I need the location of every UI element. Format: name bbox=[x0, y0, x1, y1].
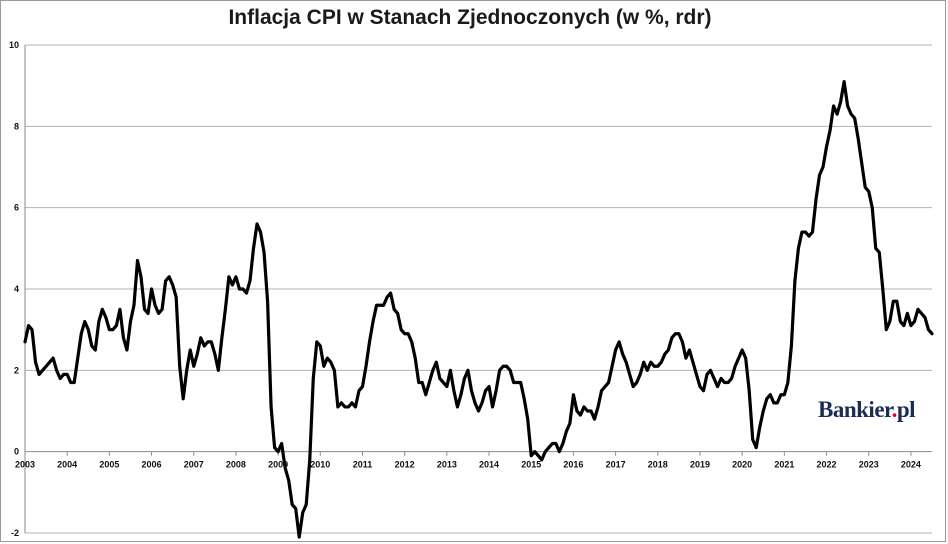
bankier-logo: Bankier.pl bbox=[818, 397, 915, 423]
x-tick-label: 2022 bbox=[817, 460, 837, 470]
y-tick-label: 0 bbox=[14, 447, 19, 457]
y-tick-label: -2 bbox=[11, 528, 19, 538]
y-tick-label: 4 bbox=[14, 284, 19, 294]
x-tick-label: 2023 bbox=[859, 460, 879, 470]
x-tick-label: 2017 bbox=[606, 460, 626, 470]
x-tick-label: 2007 bbox=[184, 460, 204, 470]
x-tick-label: 2003 bbox=[15, 460, 35, 470]
x-tick-label: 2005 bbox=[99, 460, 119, 470]
y-tick-label: 8 bbox=[14, 121, 19, 131]
x-tick-label: 2020 bbox=[732, 460, 752, 470]
x-tick-label: 2019 bbox=[690, 460, 710, 470]
x-tick-label: 2013 bbox=[437, 460, 457, 470]
x-tick-label: 2021 bbox=[774, 460, 794, 470]
x-tick-label: 2012 bbox=[395, 460, 415, 470]
x-tick-label: 2004 bbox=[57, 460, 77, 470]
logo-text-main: Bankier bbox=[818, 397, 892, 422]
y-tick-label: 2 bbox=[14, 365, 19, 375]
x-tick-label: 2016 bbox=[563, 460, 583, 470]
x-tick-label: 2018 bbox=[648, 460, 668, 470]
y-tick-label: 10 bbox=[9, 40, 19, 50]
x-tick-label: 2009 bbox=[268, 460, 288, 470]
x-tick-label: 2015 bbox=[521, 460, 541, 470]
y-tick-label: 6 bbox=[14, 203, 19, 213]
x-tick-label: 2006 bbox=[142, 460, 162, 470]
x-tick-label: 2010 bbox=[310, 460, 330, 470]
logo-text-suffix: pl bbox=[897, 397, 915, 422]
x-tick-label: 2014 bbox=[479, 460, 499, 470]
x-tick-label: 2024 bbox=[901, 460, 921, 470]
x-tick-label: 2008 bbox=[226, 460, 246, 470]
x-tick-label: 2011 bbox=[353, 460, 373, 470]
